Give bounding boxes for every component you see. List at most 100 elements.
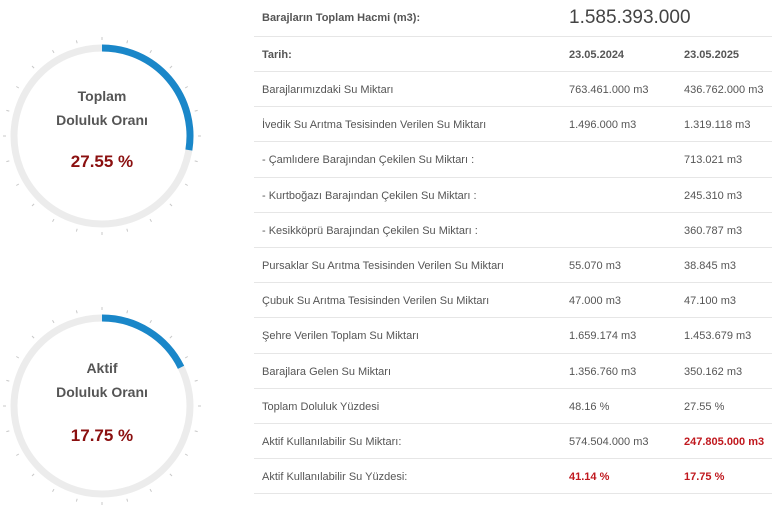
active-fill-gauge-title-1: Aktif (86, 360, 118, 376)
gauge-tick (16, 453, 20, 456)
gauge-tick (31, 473, 35, 477)
row-value-2025: 350.162 m3 (684, 365, 743, 378)
gauge-tick (16, 86, 20, 89)
gauge-tick (16, 356, 20, 359)
gauge-tick (149, 50, 152, 54)
row-value-2024: 1.659.174 m3 (569, 330, 637, 343)
gauge-tick (149, 320, 152, 324)
active-fill-gauge-value: 17.75 % (70, 426, 134, 445)
row-label: İvedik Su Arıtma Tesisinden Verilen Su M… (262, 119, 487, 132)
row-value-2025: 1.319.118 m3 (684, 119, 751, 132)
total-fill-gauge-value: 27.55 % (70, 152, 134, 171)
row-value-2025: 713.021 m3 (684, 154, 743, 167)
table-row: Şehre Verilen Toplam Su Miktarı 1.659.174… (254, 318, 772, 354)
gauge-fill-arc (101, 44, 194, 151)
row-label: Aktif Kullanılabilir Su Yüzdesi: (262, 471, 408, 484)
row-value-2025: 47.100 m3 (684, 295, 736, 308)
gauge-tick (184, 356, 188, 359)
gauge-tick (169, 473, 173, 477)
gauge-tick (52, 488, 55, 492)
gauge-tick (194, 109, 198, 112)
table-row: Çubuk Su Arıtma Tesisinden Verilen Su Mi… (254, 283, 772, 319)
gauge-tick (169, 335, 173, 339)
gauge-tick (126, 228, 129, 232)
total-capacity-value: 1.585.393.000 (569, 7, 691, 28)
row-value-2025: 17.75 % (684, 471, 725, 484)
gauge-tick (75, 498, 78, 502)
row-value-2024: 55.070 m3 (569, 259, 621, 272)
row-value-2024: 41.14 % (569, 471, 610, 484)
row-value-2024: 48.16 % (569, 400, 610, 413)
gauge-tick (194, 430, 198, 433)
row-value-2024: 1.356.760 m3 (569, 365, 637, 378)
gauge-tick (31, 203, 35, 207)
gauge-tick (126, 310, 129, 314)
date-column-2: 23.05.2025 (684, 49, 740, 61)
gauge-fill-arc (101, 314, 185, 369)
gauge-tick (31, 65, 35, 69)
gauge-tick (184, 183, 188, 186)
row-label: - Çamlıdere Barajından Çekilen Su Miktar… (262, 154, 475, 167)
row-label: Barajlara Gelen Su Miktarı (262, 365, 391, 378)
row-label: Çubuk Su Arıtma Tesisinden Verilen Su Mi… (262, 295, 490, 308)
gauge-tick (75, 40, 78, 44)
gauge-tick (52, 218, 55, 222)
gauge-tick (31, 335, 35, 339)
gauge-tick (184, 86, 188, 89)
table-row: - Kurtboğazı Barajından Çekilen Su Mikta… (254, 178, 772, 213)
row-label: - Kurtboğazı Barajından Çekilen Su Mikta… (262, 189, 477, 202)
date-label: Tarih: (262, 49, 292, 61)
active-fill-gauge-title-2: Doluluk Oranı (56, 384, 148, 400)
date-header-row: Tarih: 23.05.2024 23.05.2025 (254, 37, 772, 72)
gauge-tick (6, 379, 10, 382)
row-value-2024: 574.504.000 m3 (569, 435, 649, 448)
row-value-2025: 360.787 m3 (684, 224, 743, 237)
row-value-2025: 436.762.000 m3 (684, 84, 764, 96)
table-row: Aktif Kullanılabilir Su Miktarı: 574.504.… (254, 424, 772, 460)
gauge-tick (149, 488, 152, 492)
total-fill-gauge: Toplam Doluluk Oranı 27.55 % (2, 36, 202, 236)
row-label: Pursaklar Su Arıtma Tesisinden Verilen S… (262, 259, 504, 272)
row-value-2024: 763.461.000 m3 (569, 84, 649, 96)
total-capacity-label: Barajların Toplam Hacmi (m3): (262, 12, 421, 24)
gauge-tick (52, 320, 55, 324)
table-row: Barajlara Gelen Su Miktarı 1.356.760 m3 35… (254, 354, 772, 389)
gauge-tick (75, 228, 78, 232)
total-capacity-row: Barajların Toplam Hacmi (m3): 1.585.393.… (254, 0, 772, 37)
table-row: Toplam Doluluk Yüzdesi 48.16 % 27.55 % (254, 389, 772, 424)
gauge-tick (6, 160, 10, 163)
gauge-tick (52, 50, 55, 54)
table-row: Aktif Kullanılabilir Su Yüzdesi: 41.14 % 1… (254, 459, 772, 495)
total-fill-gauge-title-2: Doluluk Oranı (56, 112, 148, 128)
row-label: Toplam Doluluk Yüzdesi (262, 400, 380, 413)
gauge-tick (75, 310, 78, 314)
gauge-tick (126, 498, 129, 502)
row-value-2025: 1.453.679 m3 (684, 330, 752, 343)
table-row: Barajlarımızdaki Su Miktarı 763.461.000 m… (254, 72, 772, 108)
gauge-tick (194, 160, 198, 163)
active-fill-gauge-chart (3, 307, 201, 505)
active-fill-gauge: Aktif Doluluk Oranı 17.75 % (2, 306, 202, 506)
row-value-2025: 38.845 m3 (684, 259, 736, 272)
table-row: - Çamlıdere Barajından Çekilen Su Miktar… (254, 142, 772, 178)
row-value-2024: 1.496.000 m3 (569, 119, 637, 132)
table-body: Barajlarımızdaki Su Miktarı 763.461.000 m… (254, 72, 772, 495)
row-label: Aktif Kullanılabilir Su Miktarı: (262, 435, 402, 448)
table-row: Pursaklar Su Arıtma Tesisinden Verilen S… (254, 248, 772, 284)
gauge-tick (6, 430, 10, 433)
row-value-2024: 47.000 m3 (569, 295, 621, 308)
table-row: İvedik Su Arıtma Tesisinden Verilen Su M… (254, 107, 772, 143)
total-fill-gauge-title-1: Toplam (77, 88, 127, 104)
dam-data-table: Barajların Toplam Hacmi (m3): 1.585.393.… (254, 0, 772, 495)
gauge-tick (6, 109, 10, 112)
row-value-2025: 247.805.000 m3 (684, 435, 765, 448)
date-column-1: 23.05.2024 (569, 49, 625, 61)
table-row: - Kesikköprü Barajından Çekilen Su Mikta… (254, 213, 772, 248)
gauge-tick (169, 65, 173, 69)
row-value-2025: 245.310 m3 (684, 189, 743, 202)
gauge-tick (149, 218, 152, 222)
total-fill-gauge-chart (3, 37, 201, 235)
row-value-2025: 27.55 % (684, 400, 725, 413)
gauge-tick (169, 203, 173, 207)
gauge-tick (16, 183, 20, 186)
